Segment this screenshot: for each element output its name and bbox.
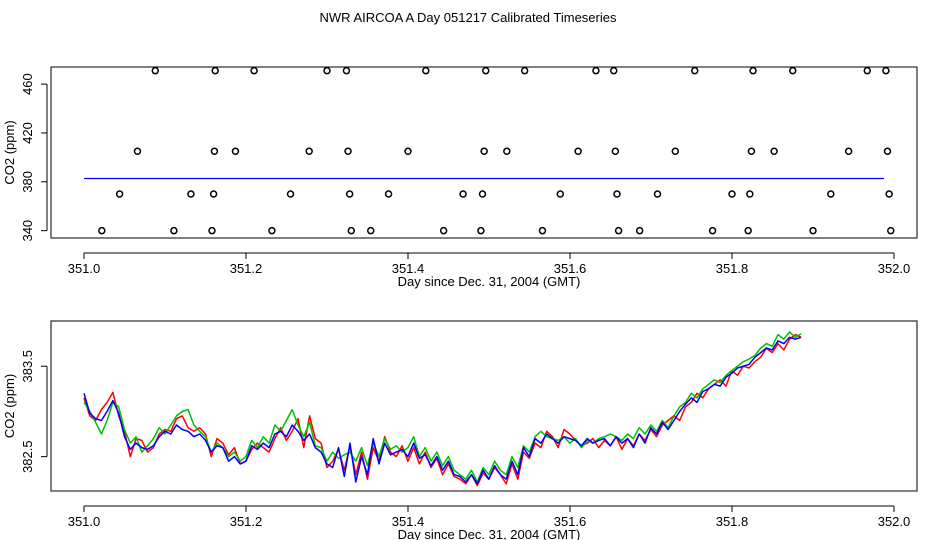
x-tick-label: 352.0 <box>878 261 911 276</box>
data-point <box>611 147 620 156</box>
data-point <box>133 147 142 156</box>
line-panel: 351.0 351.2 351.4 351.6 351.8 352.0 Day since … <box>2 320 918 540</box>
y-tick-label: 382.5 <box>20 440 35 473</box>
data-point <box>538 226 547 235</box>
x-tick-label: 351.2 <box>230 514 263 529</box>
data-point <box>170 226 178 235</box>
data-point <box>211 66 219 75</box>
y-axis-label: CO2 (ppm) <box>2 374 17 438</box>
data-point <box>268 226 276 235</box>
y-tick-label: 383.5 <box>20 350 35 383</box>
data-point <box>690 66 699 75</box>
series-line-green <box>83 331 802 483</box>
data-point <box>404 147 412 156</box>
data-point <box>882 66 890 75</box>
data-point <box>323 66 331 75</box>
data-point <box>653 190 662 198</box>
plot-frame <box>50 320 918 492</box>
data-point <box>883 147 892 156</box>
data-point <box>671 147 680 156</box>
data-point <box>345 190 354 198</box>
chart-title: NWR AIRCOA A Day 051217 Calibrated Times… <box>320 10 617 25</box>
data-point <box>609 66 618 75</box>
data-point <box>187 190 195 198</box>
data-point <box>459 190 467 198</box>
data-point <box>250 66 258 75</box>
data-point <box>305 147 313 156</box>
data-point <box>789 66 797 75</box>
data-point <box>556 190 565 198</box>
data-point <box>749 66 757 75</box>
x-tick-label: 351.4 <box>392 514 425 529</box>
data-point <box>827 190 835 198</box>
data-point <box>744 226 752 235</box>
x-axis-label: Day since Dec. 31, 2004 (GMT) <box>398 274 581 289</box>
data-point <box>503 147 511 156</box>
data-point <box>208 226 216 235</box>
data-point <box>347 226 356 235</box>
data-point <box>747 147 756 156</box>
x-tick-label: 351.0 <box>68 261 101 276</box>
x-tick-label: 351.8 <box>716 514 749 529</box>
x-tick-label: 351.0 <box>68 514 101 529</box>
y-tick-label: 460 <box>20 73 35 95</box>
data-point <box>574 147 582 156</box>
data-point <box>482 66 490 75</box>
x-tick-label: 351.6 <box>554 514 587 529</box>
data-point <box>728 190 736 198</box>
data-point <box>863 66 872 75</box>
data-point <box>478 190 487 198</box>
data-point <box>115 190 124 198</box>
x-tick-label: 351.6 <box>554 261 587 276</box>
data-point <box>809 226 817 235</box>
data-point <box>342 66 351 75</box>
x-tick-label: 351.8 <box>716 261 749 276</box>
data-point <box>98 226 106 235</box>
x-tick-label: 351.4 <box>392 261 425 276</box>
data-point <box>286 190 295 198</box>
x-axis-label: Day since Dec. 31, 2004 (GMT) <box>398 527 581 540</box>
series-line-blue <box>83 336 802 485</box>
data-point <box>770 147 778 156</box>
y-tick-label: 380 <box>20 171 35 193</box>
x-tick-label: 351.2 <box>230 261 263 276</box>
data-point <box>614 226 623 235</box>
y-tick-label: 420 <box>20 122 35 144</box>
data-point <box>635 226 644 235</box>
data-point <box>439 226 448 235</box>
data-point <box>344 147 352 156</box>
data-point <box>366 226 375 235</box>
data-point <box>384 190 393 198</box>
data-point <box>887 226 895 235</box>
data-point <box>231 147 240 156</box>
data-point <box>520 66 529 75</box>
data-point <box>480 147 488 156</box>
data-point <box>885 190 893 198</box>
data-point <box>746 190 754 198</box>
data-point <box>844 147 853 156</box>
y-axis-label: CO2 (ppm) <box>2 120 17 184</box>
data-point <box>477 226 485 235</box>
data-point <box>422 66 430 75</box>
series-line-red <box>83 333 802 487</box>
y-tick-label: 340 <box>20 220 35 242</box>
x-tick-label: 352.0 <box>878 514 911 529</box>
data-point <box>209 190 218 198</box>
data-point <box>151 66 160 75</box>
plot-frame <box>50 66 918 239</box>
scatter-panel: 351.0 351.2 351.4 351.6 351.8 352.0 Day since … <box>2 66 918 289</box>
data-point <box>592 66 600 75</box>
data-point <box>708 226 717 235</box>
data-point <box>613 190 621 198</box>
data-point <box>210 147 219 156</box>
